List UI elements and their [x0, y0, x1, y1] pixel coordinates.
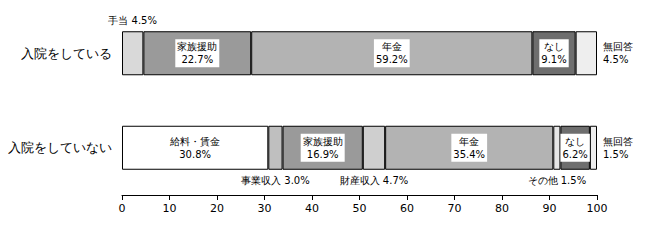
svg-text:事業収入 3.0%: 事業収入 3.0%: [241, 175, 310, 186]
svg-text:100: 100: [587, 202, 608, 215]
svg-text:年金: 年金: [459, 136, 479, 147]
svg-text:無回答: 無回答: [603, 41, 633, 52]
svg-text:入院をしていない: 入院をしていない: [8, 140, 112, 155]
svg-text:70: 70: [448, 202, 462, 215]
svg-text:16.9%: 16.9%: [307, 149, 339, 160]
svg-text:50: 50: [353, 202, 367, 215]
svg-text:手当 4.5%: 手当 4.5%: [108, 15, 157, 26]
svg-text:家族援助: 家族援助: [303, 136, 343, 147]
svg-text:なし: なし: [565, 136, 585, 147]
svg-text:30: 30: [258, 202, 272, 215]
svg-text:40: 40: [305, 202, 319, 215]
svg-text:80: 80: [495, 202, 509, 215]
svg-text:入院をしている: 入院をしている: [21, 46, 112, 61]
svg-text:4.5%: 4.5%: [603, 54, 628, 65]
svg-text:0: 0: [119, 202, 126, 215]
svg-text:35.4%: 35.4%: [453, 149, 485, 160]
svg-text:給料・賃金: 給料・賃金: [169, 136, 220, 147]
svg-text:59.2%: 59.2%: [376, 54, 408, 65]
svg-text:その他 1.5%: その他 1.5%: [528, 175, 587, 186]
svg-text:90: 90: [543, 202, 557, 215]
svg-text:無回答: 無回答: [603, 136, 633, 147]
svg-text:1.5%: 1.5%: [603, 149, 628, 160]
svg-text:30.8%: 30.8%: [179, 149, 211, 160]
svg-text:60: 60: [400, 202, 414, 215]
svg-text:6.2%: 6.2%: [562, 149, 587, 160]
svg-text:20: 20: [210, 202, 224, 215]
svg-text:10: 10: [163, 202, 177, 215]
svg-text:年金: 年金: [382, 41, 402, 52]
svg-text:22.7%: 22.7%: [181, 54, 213, 65]
svg-text:財産収入 4.7%: 財産収入 4.7%: [340, 175, 409, 186]
svg-text:9.1%: 9.1%: [541, 54, 566, 65]
svg-text:なし: なし: [544, 41, 564, 52]
svg-text:家族援助: 家族援助: [177, 41, 217, 52]
